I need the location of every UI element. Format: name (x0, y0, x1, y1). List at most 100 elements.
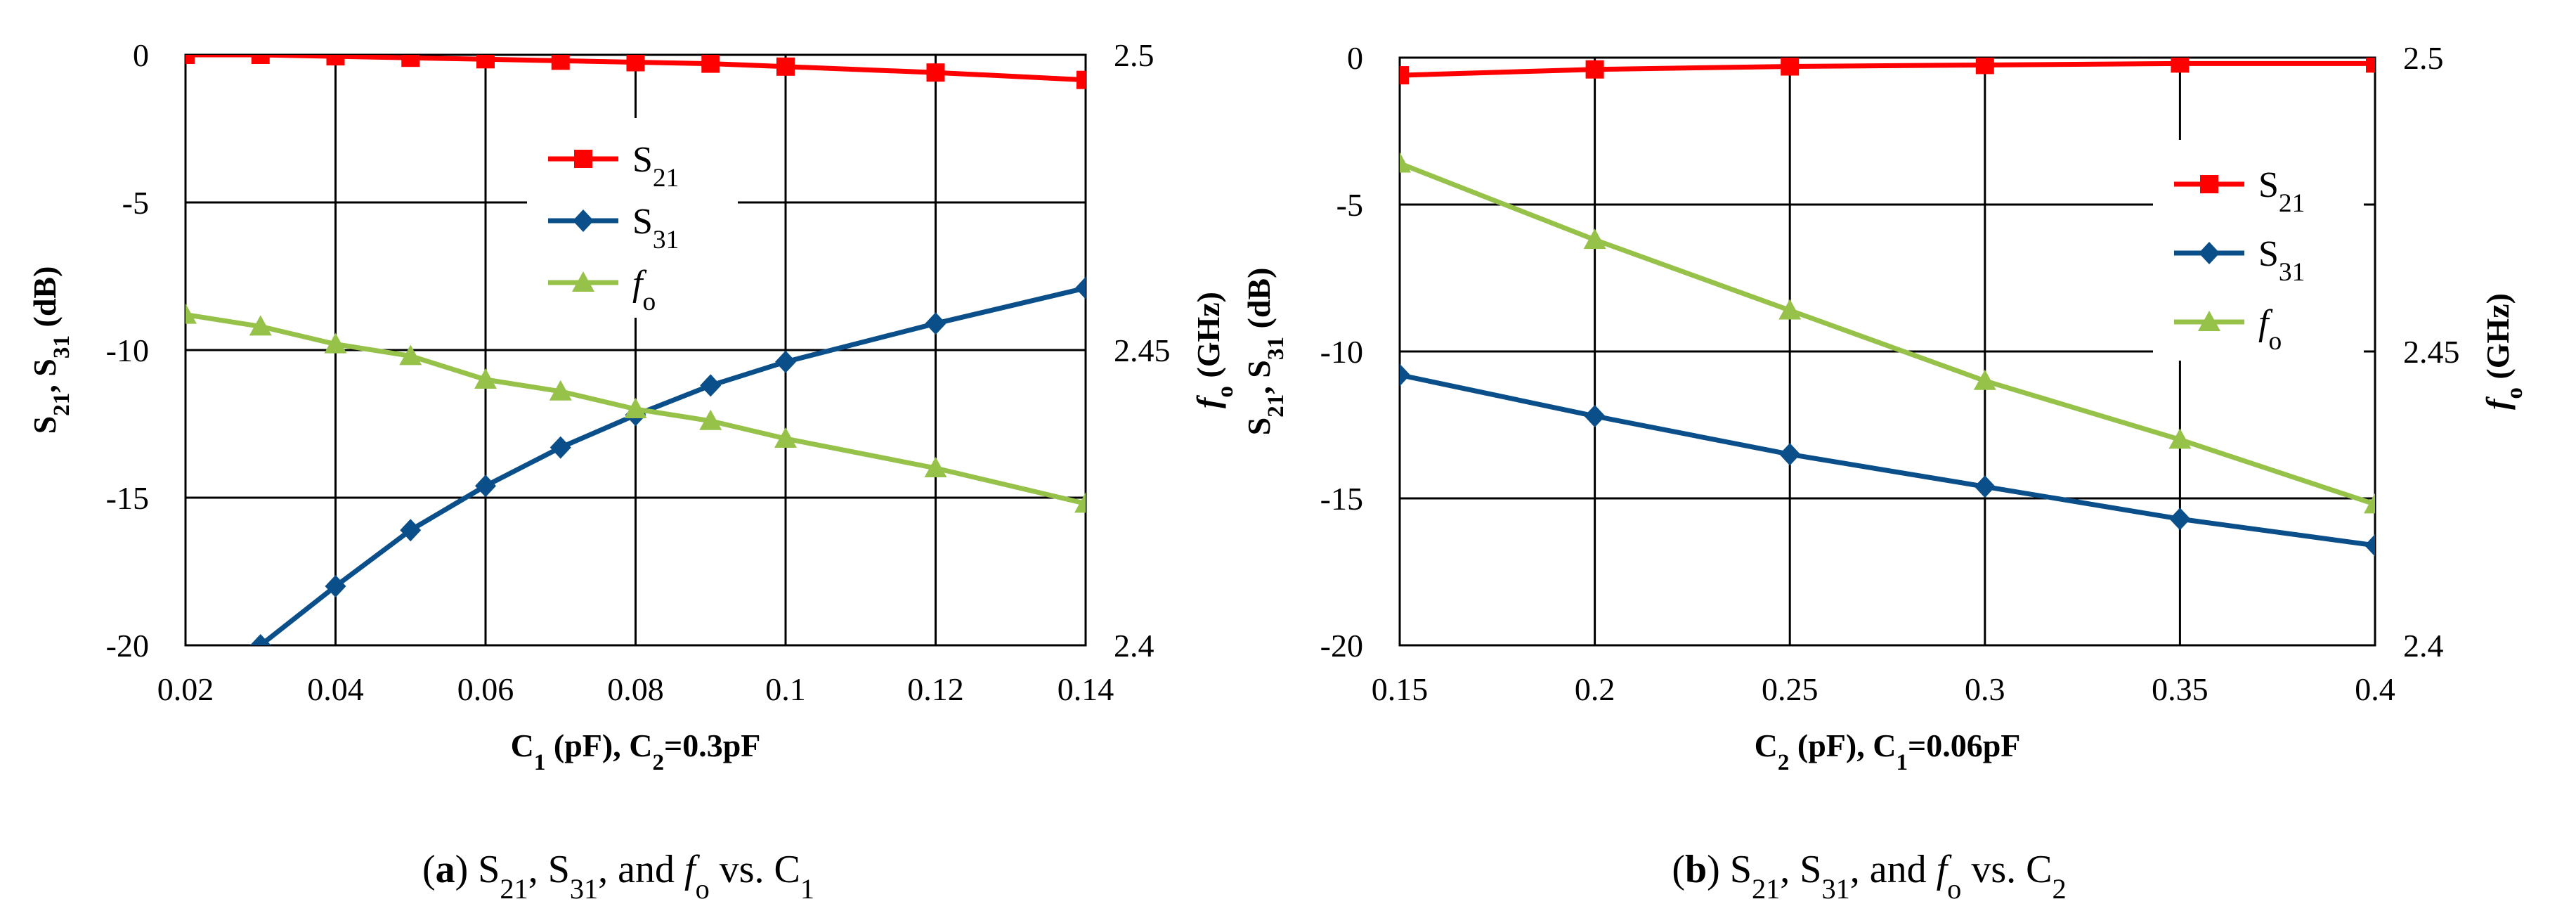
legend-label-s21: S21 (632, 140, 679, 193)
x-axis-label: C2 (pF), C1=0.06pF (1755, 728, 2021, 775)
data-point-fo (624, 398, 647, 418)
y2-axis-label: fo (GHz) (1190, 292, 1238, 408)
legend-marker-fo (572, 271, 594, 292)
x-tick-label: 0.04 (307, 671, 364, 707)
data-point-s21 (776, 57, 795, 76)
x-tick-label: 0.15 (1372, 671, 1429, 707)
series-layer (186, 55, 1086, 645)
data-point-fo (324, 332, 347, 354)
x-tick-label: 0.1 (765, 671, 806, 707)
x-tick-label: 0.06 (457, 671, 514, 707)
data-point-fo (474, 368, 497, 389)
series-line-fo (1400, 161, 2375, 507)
data-point-s31 (1075, 276, 1086, 299)
data-point-s21 (1975, 58, 1994, 75)
data-point-s31 (1584, 404, 1606, 427)
data-point-s21 (251, 55, 270, 64)
legend-label-s31: S31 (632, 202, 679, 254)
data-point-s21 (2171, 58, 2190, 73)
data-point-s31 (325, 575, 346, 597)
plot-frame (1398, 56, 2376, 647)
y2-tick-label: 2.5 (1114, 37, 1154, 73)
y-tick-label: -15 (106, 480, 149, 516)
data-point-s21 (626, 55, 645, 72)
x-tick-label: 0.4 (2355, 671, 2395, 707)
data-point-s31 (2169, 508, 2191, 531)
data-point-s21 (926, 63, 945, 82)
x-tick-label: 0.25 (1762, 671, 1819, 707)
panel-caption: (a) S21, S31, and fo vs. C1 (422, 848, 814, 905)
y-tick-label: -10 (1320, 334, 1363, 370)
data-point-fo (1778, 299, 1802, 320)
data-point-s31 (700, 374, 722, 397)
chart-panel-a: 0.02 0.04 0.06 0.08 0.1 0.12 0.14 0 -5 -10 -15 -20 2… (27, 37, 1238, 905)
y-tick-label: 0 (1347, 40, 1363, 76)
y-tick-label: -15 (1320, 481, 1363, 517)
legend-label-s31: S31 (2258, 234, 2305, 287)
data-point-s31 (925, 312, 947, 335)
data-point-s21 (1585, 60, 1604, 79)
y2-tick-label: 2.4 (2403, 628, 2444, 664)
panel-caption: (b) S21, S31, and fo vs. C2 (1672, 848, 2066, 905)
data-point-s21 (476, 55, 495, 69)
data-point-fo (186, 303, 197, 324)
data-point-fo (1973, 369, 1996, 390)
series-line-s21 (1400, 60, 2375, 78)
data-point-s21 (1781, 58, 1800, 76)
y2-axis-label: fo (GHz) (2480, 293, 2528, 410)
data-point-fo (399, 344, 422, 366)
x-tick-label: 0.14 (1058, 671, 1114, 707)
data-point-fo (1074, 492, 1086, 513)
x-tick-label: 0.3 (1965, 671, 2005, 707)
y-axis-label: S21, S31 (dB) (1241, 268, 1289, 436)
data-point-s31 (2364, 534, 2375, 557)
data-point-s21 (326, 55, 345, 66)
y-tick-label: -10 (106, 332, 149, 368)
data-point-s31 (1974, 475, 1996, 498)
y-tick-label: 0 (133, 37, 149, 73)
y2-tick-label: 2.4 (1114, 628, 1154, 664)
data-point-s31 (1400, 363, 1410, 387)
data-point-fo (1583, 228, 1606, 250)
data-point-s21 (701, 55, 720, 73)
data-point-fo (549, 380, 572, 401)
legend-marker-s31 (2199, 242, 2220, 264)
data-point-fo (924, 457, 947, 477)
x-tick-label: 0.35 (2152, 671, 2209, 707)
data-point-s21 (2366, 58, 2375, 73)
data-point-s21 (1076, 70, 1086, 89)
x-axis-label: C1 (pF), C2=0.3pF (511, 728, 761, 775)
data-point-s31 (1779, 443, 1801, 466)
legend-marker-s21 (574, 150, 592, 168)
y-tick-label: -20 (106, 628, 149, 664)
legend-marker-s21 (2200, 175, 2218, 193)
y-axis-label: S21, S31 (dB) (27, 266, 74, 434)
data-point-s31 (549, 436, 571, 459)
y-tick-label: -5 (122, 185, 149, 221)
data-point-fo (774, 427, 797, 448)
y2-tick-label: 2.45 (2403, 334, 2460, 370)
legend-marker-fo (2198, 311, 2220, 331)
data-point-fo (249, 315, 272, 336)
legend-marker-s31 (573, 209, 594, 232)
data-point-s31 (249, 634, 271, 645)
y-tick-label: -20 (1320, 628, 1363, 664)
y-tick-label: -5 (1336, 187, 1363, 223)
series-line-s31 (1400, 373, 2375, 548)
data-point-fo (699, 409, 722, 430)
data-point-s21 (401, 55, 420, 67)
data-point-fo (1400, 152, 1411, 173)
data-point-fo (2364, 493, 2375, 514)
data-point-s21 (1400, 66, 1409, 85)
data-point-s31 (475, 474, 496, 498)
data-point-s31 (400, 519, 422, 542)
x-tick-label: 0.08 (607, 671, 664, 707)
series-layer (1400, 58, 2375, 557)
x-tick-label: 0.2 (1575, 671, 1615, 707)
data-point-s21 (186, 55, 195, 64)
y2-tick-label: 2.5 (2403, 40, 2444, 76)
y2-tick-label: 2.45 (1114, 332, 1171, 368)
x-tick-label: 0.02 (157, 671, 214, 707)
